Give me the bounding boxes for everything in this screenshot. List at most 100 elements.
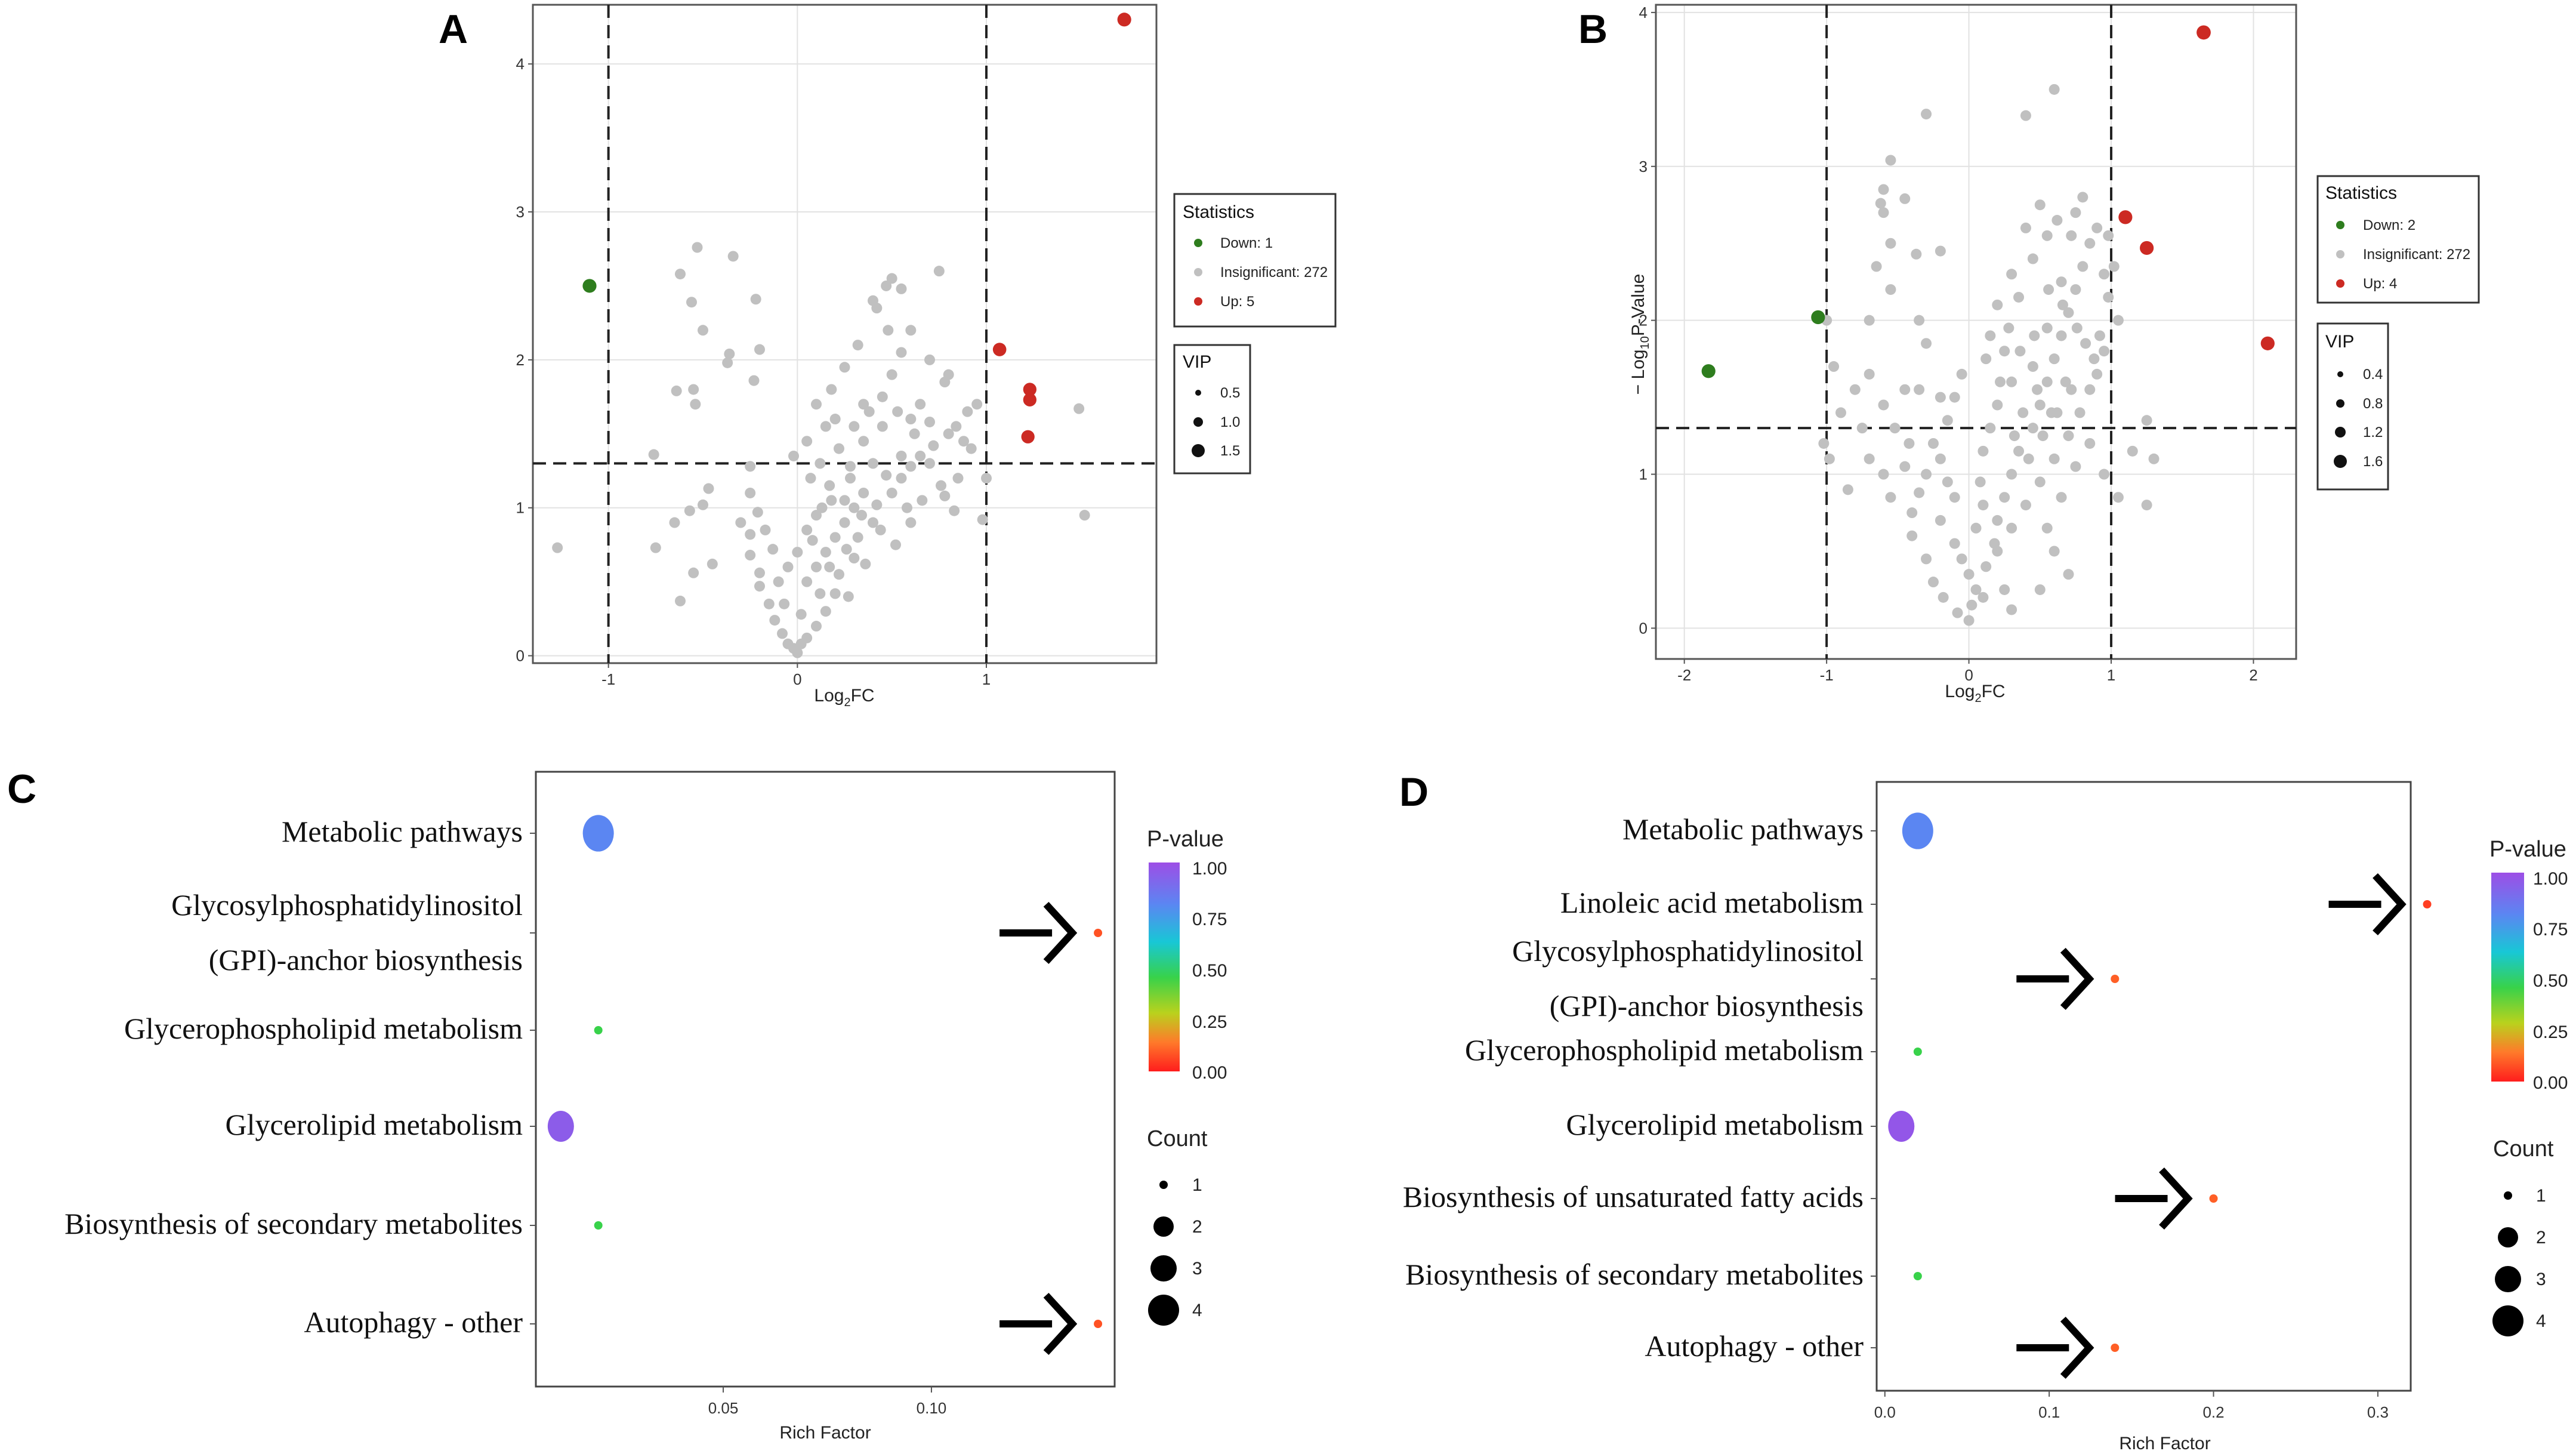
panel-b-point-insignificant: [2032, 384, 2043, 395]
panel-b-point-insignificant: [2088, 353, 2100, 365]
panel-b-point-insignificant: [1885, 155, 1896, 166]
panel-a-point-insignificant: [868, 517, 878, 528]
panel-b-point-insignificant: [1885, 284, 1896, 295]
panel-b-point-insignificant: [2034, 476, 2046, 488]
panel-a-point-insignificant: [845, 473, 856, 484]
panel-d-count-label-1: 1: [2536, 1186, 2546, 1206]
panel-b-point-insignificant: [1914, 487, 1925, 498]
panel-a-xtick-label-2: 1: [982, 670, 991, 688]
panel-d-count-marker-4: [2492, 1305, 2523, 1336]
panel-d-colorbar-tick-2: 0.75: [2533, 920, 2568, 939]
panel-b-point-insignificant: [2071, 322, 2083, 334]
panel-d-bubble-4: [1888, 1111, 1915, 1142]
panel-a-point-insignificant: [745, 529, 756, 540]
panel-a-point-insignificant: [839, 517, 850, 528]
panel-b-point-insignificant: [2063, 430, 2074, 442]
panel-a-point-insignificant: [648, 449, 659, 460]
panel-b-point-insignificant: [1927, 577, 1939, 588]
panel-b-point-insignificant: [1864, 315, 1875, 326]
panel-a-point-insignificant: [801, 524, 813, 535]
panel-d-xtick-label-0: 0.0: [1874, 1403, 1896, 1421]
panel-b-point-insignificant: [2049, 453, 2060, 464]
panel-c-bubble-3: [547, 1111, 574, 1142]
panel-b-plot-frame: [1655, 4, 2297, 660]
panel-b-point-insignificant: [2006, 376, 2017, 387]
panel-b-points: [1701, 25, 2275, 626]
panel-b-point-insignificant: [1864, 453, 1875, 464]
panel-c-pathway-label-2: Glycerophospholipid metabolism: [124, 1012, 523, 1045]
panel-b-point-insignificant: [1956, 368, 1967, 380]
panel-a-point-insignificant: [698, 325, 708, 336]
panel-d-colorbar-tick-4: 0.25: [2533, 1022, 2568, 1042]
panel-d-count-title: Count: [2493, 1136, 2554, 1162]
panel-a-point-insignificant: [754, 581, 765, 592]
panel-c-colorbar-tick-2: 0.75: [1192, 910, 1227, 929]
panel-c-xtick-label-0: 0.05: [708, 1399, 739, 1417]
panel-d-bubble-5: [2209, 1194, 2218, 1203]
panel-a-point-insignificant: [829, 588, 841, 599]
panel-b-point-insignificant: [2049, 546, 2060, 557]
panel-d-pathway-label-2-line-1: Glycosylphosphatidylinositol: [1512, 934, 1864, 968]
panel-d-x-axis-label: Rich Factor: [2119, 1434, 2210, 1453]
panel-a-ticks: -1 0 1 0 1 2 3 4: [516, 55, 991, 688]
panel-c-pathway-label-1-line-2: (GPI)-anchor biosynthesis: [209, 943, 523, 976]
panel-b-point-insignificant: [1949, 538, 1960, 549]
panel-b-point-insignificant: [2020, 110, 2031, 121]
panel-a-ytick-label-0: 0: [516, 647, 525, 665]
panel-c-pathway-label-1-line-1: Glycosylphosphatidylinositol: [171, 888, 523, 922]
panel-c-count-label-3: 3: [1192, 1259, 1202, 1279]
panel-a-point-insignificant: [856, 510, 867, 521]
panel-b-point-insignificant: [2029, 330, 2040, 341]
panel-a-point-insignificant: [909, 428, 920, 439]
panel-d-pathway-label-0: Metabolic pathways: [1622, 812, 1864, 846]
panel-a-point-insignificant: [763, 598, 775, 609]
panel-a-point-insignificant: [896, 283, 907, 294]
panel-d-colorbar-tick-1: 1.00: [2533, 869, 2568, 889]
panel-b-point-insignificant: [2141, 415, 2152, 426]
panel-b-point-insignificant: [1828, 361, 1840, 372]
panel-b-point-insignificant: [2006, 469, 2017, 480]
panel-c-colorbar-tick-3: 0.50: [1192, 961, 1227, 981]
panel-b-xtick-label-1: -1: [1820, 666, 1834, 684]
panel-c-bubble-0: [582, 815, 614, 852]
panel-c-content: Metabolic pathways Glycosylphosphatidylin…: [64, 815, 1103, 1417]
panel-b-legend-down-marker: [2336, 221, 2344, 229]
panel-b-letter: B: [1578, 7, 1608, 52]
panel-b-legend-up-label: Up: 4: [2363, 276, 2397, 292]
panel-c-count-marker-2: [1153, 1216, 1174, 1237]
panel-a-point-insignificant: [824, 480, 835, 491]
panel-a-point-insignificant: [735, 517, 746, 528]
panel-a-point-insignificant: [707, 558, 718, 569]
panel-a-point-insignificant: [811, 399, 822, 410]
panel-b-point-insignificant: [2043, 284, 2054, 295]
panel-b-xtick-label-4: 2: [2249, 666, 2257, 684]
panel-b-point-insignificant: [2034, 199, 2046, 211]
panel-a-ytick-label-4: 4: [516, 55, 525, 73]
panel-a-ytick-label-3: 3: [516, 203, 525, 221]
panel-b-point-insignificant: [1935, 245, 1946, 257]
panel-b-vip-marker-2: [2336, 399, 2344, 408]
panel-a-point-insignificant: [890, 539, 901, 550]
panel-a-legend-down-label: Down: 1: [1220, 235, 1273, 251]
panel-b-point-insignificant: [1999, 346, 2010, 357]
panel-b-point-insignificant: [1911, 248, 1922, 260]
panel-a-point-insignificant: [949, 505, 960, 516]
panel-a-point-insignificant: [727, 251, 739, 262]
panel-a-point-insignificant: [858, 487, 869, 498]
panel-b-point-insignificant: [2027, 253, 2038, 264]
panel-a-point-insignificant: [792, 647, 803, 658]
panel-a-point-insignificant: [971, 399, 983, 410]
panel-a-point-insignificant: [915, 399, 926, 410]
panel-a-point-insignificant: [826, 384, 837, 395]
panel-a-point-insignificant: [671, 385, 682, 396]
panel-b-vip-label-3: 1.2: [2363, 424, 2383, 440]
panel-c-count-marker-3: [1150, 1255, 1177, 1282]
panel-b-point-insignificant: [1921, 338, 1932, 349]
panel-c-arrow-head-1: [1043, 901, 1078, 965]
panel-d-count-marker-1: [2504, 1191, 2512, 1200]
panel-a-point-insignificant: [839, 362, 850, 373]
panel-b-vip-legend-title: VIP: [2325, 332, 2354, 352]
panel-b-point-insignificant: [2084, 438, 2096, 449]
panel-c-plot-frame: [535, 771, 1116, 1388]
panel-b-point-insignificant: [2056, 330, 2067, 341]
